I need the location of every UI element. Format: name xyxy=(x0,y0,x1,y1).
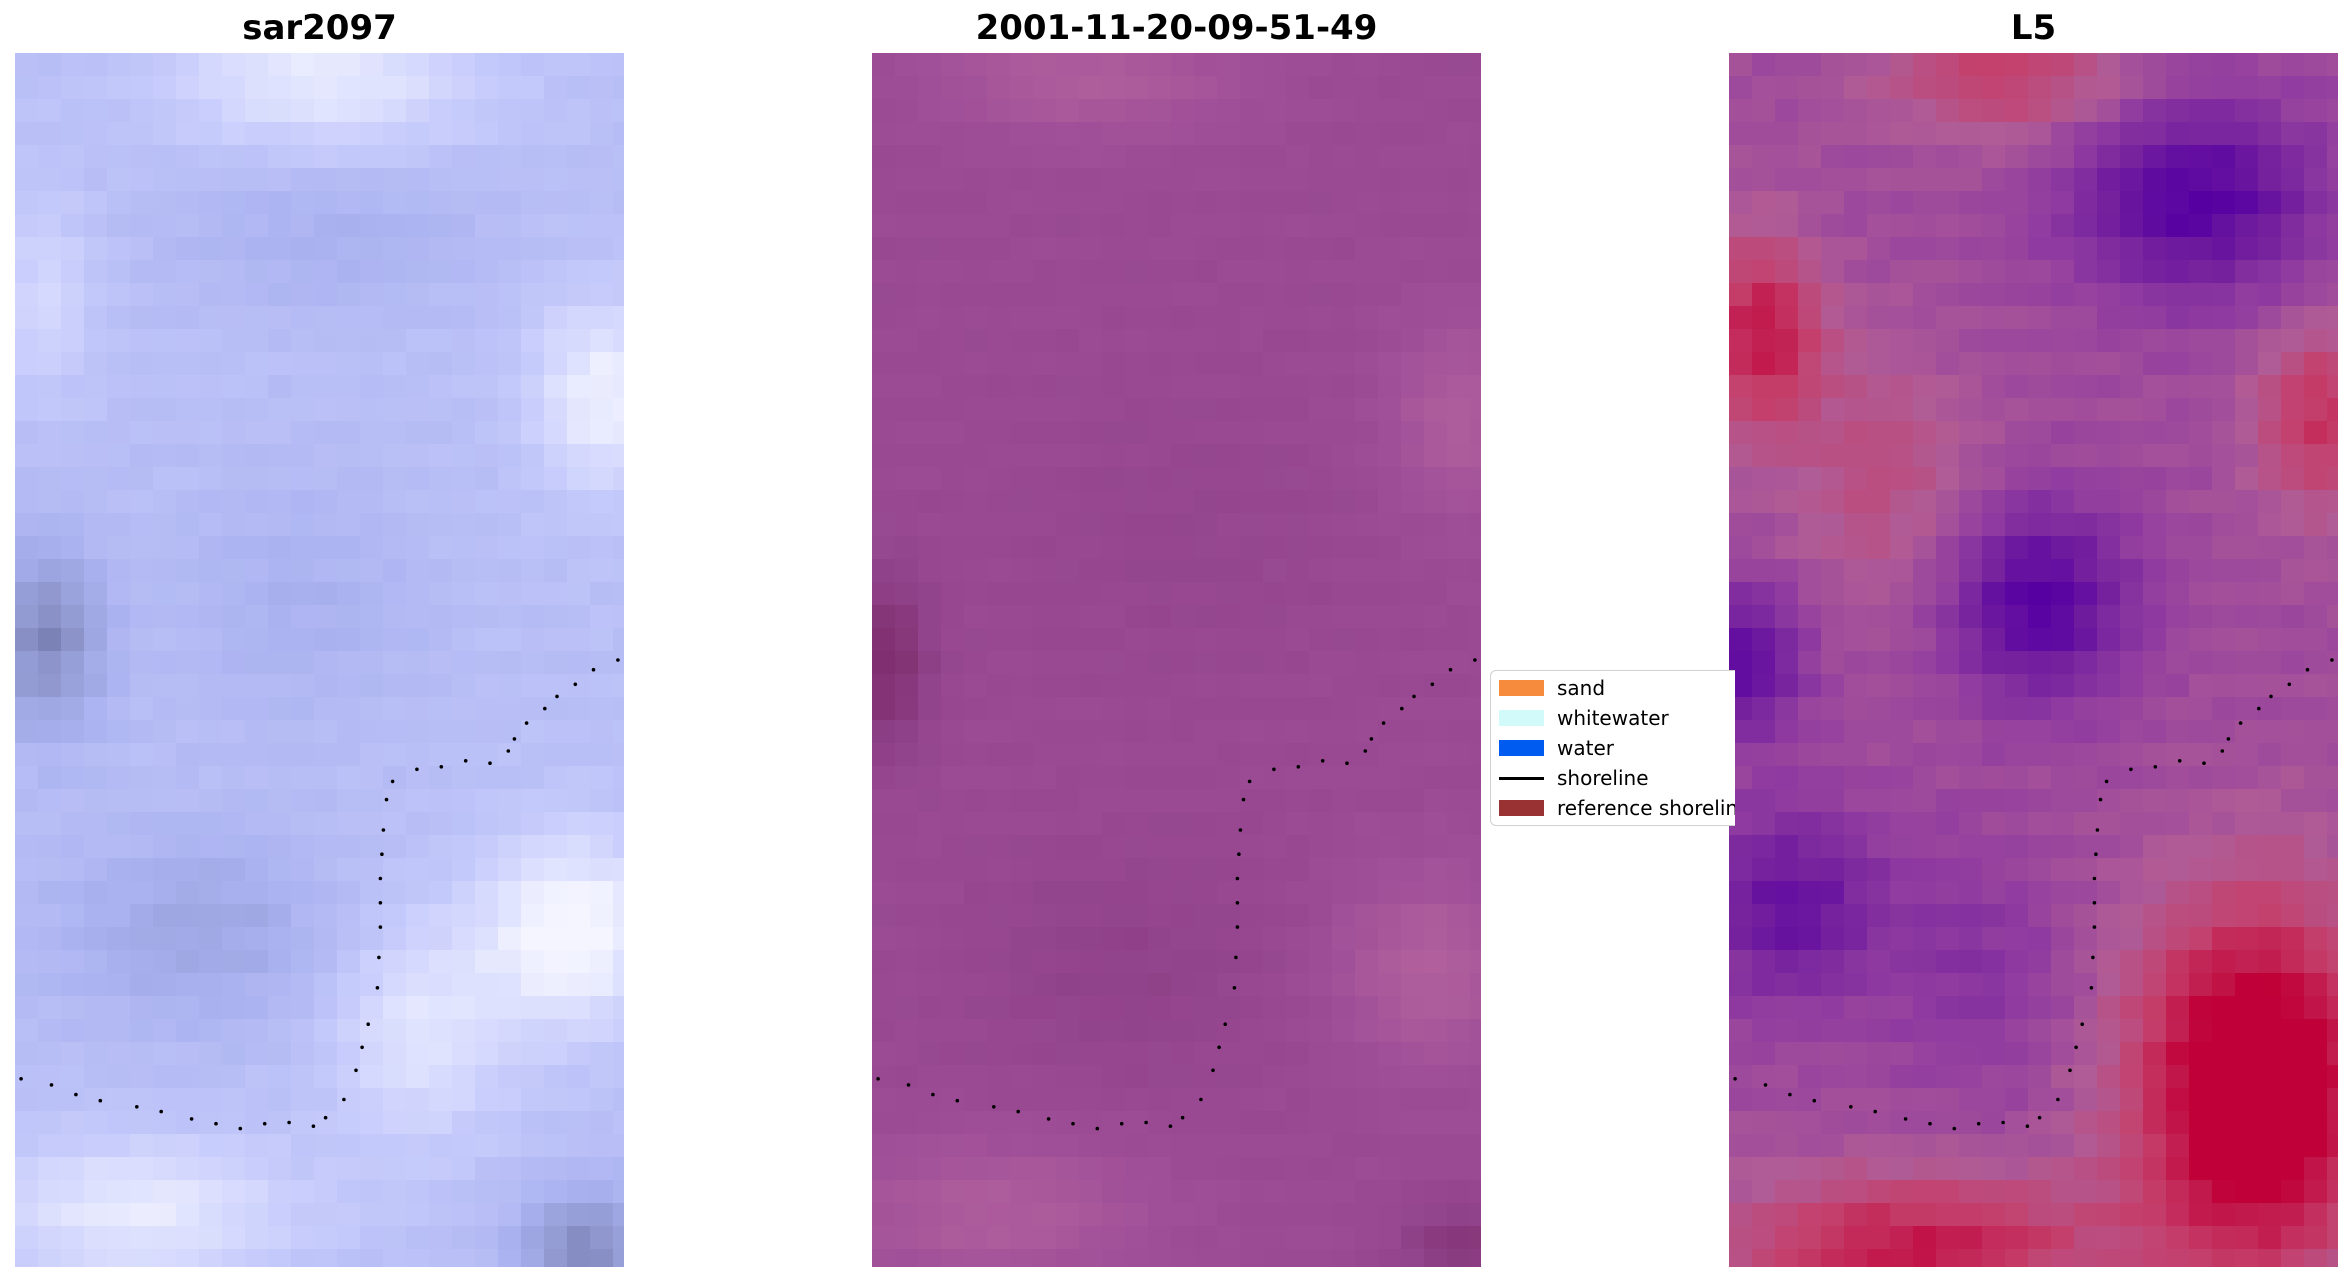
legend-swatch-water xyxy=(1499,740,1544,756)
panel-title-sar: sar2097 xyxy=(242,8,397,48)
legend-swatch-whitewater xyxy=(1499,710,1544,726)
legend-line-shoreline xyxy=(1499,777,1544,780)
sar-image-raster xyxy=(15,53,624,1267)
legend-item-water: water xyxy=(1491,733,1735,763)
legend-item-sand: sand xyxy=(1491,673,1735,703)
shoreline-dots xyxy=(876,658,1477,1131)
panel-title-date: 2001-11-20-09-51-49 xyxy=(975,8,1378,48)
date-image-raster xyxy=(872,53,1481,1267)
legend: sand whitewater water shoreline referenc… xyxy=(1490,670,1735,826)
panel-l5-image xyxy=(1729,53,2338,1267)
legend-item-reference-shoreline: reference shoreline xyxy=(1491,793,1735,823)
legend-item-whitewater: whitewater xyxy=(1491,703,1735,733)
legend-label-shoreline: shoreline xyxy=(1557,766,1649,790)
l5-image-raster xyxy=(1729,53,2338,1267)
legend-item-shoreline: shoreline xyxy=(1491,763,1735,793)
legend-swatch-reference-shoreline xyxy=(1499,800,1544,816)
shoreline-dots xyxy=(19,658,620,1131)
legend-label-reference-shoreline: reference shoreline xyxy=(1557,796,1735,820)
legend-label-whitewater: whitewater xyxy=(1557,706,1669,730)
legend-label-water: water xyxy=(1557,736,1614,760)
legend-swatch-sand xyxy=(1499,680,1544,696)
panel-sar-image xyxy=(15,53,624,1267)
legend-label-sand: sand xyxy=(1557,676,1606,700)
panel-title-l5: L5 xyxy=(2010,8,2057,48)
panel-date-image xyxy=(872,53,1481,1267)
shoreline-dots xyxy=(1733,658,2334,1131)
